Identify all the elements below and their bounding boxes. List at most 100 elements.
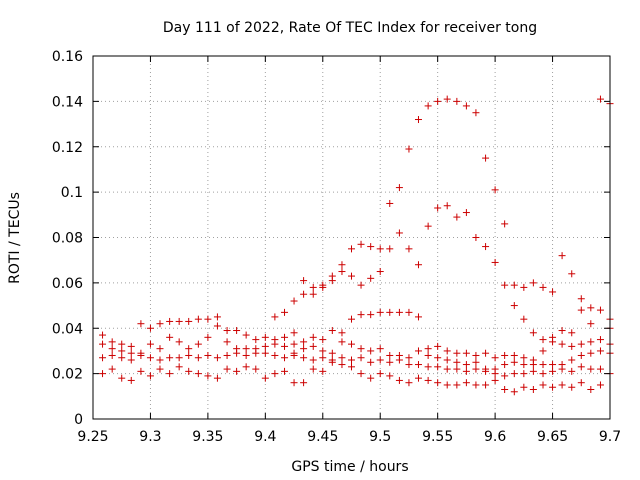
data-point-low-band-3 bbox=[357, 354, 365, 362]
data-point-low-band-1 bbox=[462, 349, 470, 357]
data-point-high-arc bbox=[434, 97, 442, 105]
data-point-low-band-1 bbox=[357, 311, 365, 319]
data-point-low-band-3 bbox=[185, 351, 193, 359]
data-point-low-band-3 bbox=[300, 354, 308, 362]
data-point-high-arc bbox=[357, 240, 365, 248]
data-point-low-band-4 bbox=[376, 370, 384, 378]
data-point-mid-arc bbox=[529, 329, 537, 337]
data-point-low-band-3 bbox=[549, 367, 557, 375]
x-tick-label: 9.65 bbox=[537, 429, 568, 445]
data-point-low-band-1 bbox=[596, 336, 604, 344]
data-point-low-band-3 bbox=[386, 358, 394, 366]
data-point-low-band-4 bbox=[185, 367, 193, 375]
data-point-mid-arc bbox=[501, 281, 509, 289]
data-point-low-band-4 bbox=[558, 381, 566, 389]
y-tick-label: 0.06 bbox=[52, 276, 83, 292]
data-point-low-band-1 bbox=[472, 351, 480, 359]
x-tick-label: 9.6 bbox=[484, 429, 506, 445]
data-point-high-arc bbox=[376, 245, 384, 253]
data-point-low-band-4 bbox=[156, 365, 164, 373]
data-point-low-band-4 bbox=[166, 370, 174, 378]
data-point-low-band-1 bbox=[395, 308, 403, 316]
data-point-low-band-2 bbox=[338, 338, 346, 346]
chart-title: Day 111 of 2022, Rate Of TEC Index for r… bbox=[163, 20, 537, 36]
data-point-low-band-2 bbox=[127, 349, 135, 357]
data-point-low-band-3 bbox=[482, 367, 490, 375]
data-point-low-band-1 bbox=[549, 338, 557, 346]
data-point-mid-arc bbox=[290, 329, 298, 337]
data-point-low-band-4 bbox=[529, 386, 537, 394]
data-point-low-band-3 bbox=[462, 367, 470, 375]
data-point-low-band-2 bbox=[549, 361, 557, 369]
data-point-low-band-1 bbox=[338, 329, 346, 337]
data-point-low-band-2 bbox=[348, 340, 355, 348]
data-point-low-band-4 bbox=[596, 381, 604, 389]
data-point-low-band-2 bbox=[281, 342, 289, 350]
data-point-low-band-3 bbox=[99, 354, 107, 362]
data-point-low-band-2 bbox=[434, 354, 442, 362]
data-point-low-band-4 bbox=[462, 379, 470, 387]
data-point-low-band-2 bbox=[443, 356, 451, 364]
data-point-low-band-4 bbox=[281, 367, 289, 375]
data-point-mid-arc bbox=[309, 290, 317, 298]
data-point-low-band-3 bbox=[290, 351, 298, 359]
data-point-low-band-4 bbox=[491, 376, 499, 384]
data-point-low-band-4 bbox=[309, 365, 317, 373]
data-point-low-band-1 bbox=[175, 317, 183, 325]
data-point-low-band-2 bbox=[386, 351, 394, 359]
data-point-low-band-4 bbox=[175, 363, 183, 371]
data-point-low-band-3 bbox=[587, 365, 595, 373]
data-point-low-band-3 bbox=[577, 363, 585, 371]
x-tick-label: 9.7 bbox=[599, 429, 621, 445]
x-tick-label: 9.45 bbox=[307, 429, 338, 445]
data-point-low-band-4 bbox=[453, 381, 461, 389]
data-point-low-band-1 bbox=[319, 336, 327, 344]
data-point-low-band-4 bbox=[424, 376, 432, 384]
y-tick-label: 0 bbox=[74, 412, 83, 428]
data-point-low-band-1 bbox=[146, 324, 154, 332]
data-point-low-band-4 bbox=[443, 381, 451, 389]
data-point-low-band-1 bbox=[137, 320, 145, 328]
data-point-low-band-2 bbox=[223, 338, 231, 346]
data-point-mid-arc bbox=[462, 209, 470, 217]
data-point-low-band-1 bbox=[127, 342, 135, 350]
data-point-low-band-2 bbox=[510, 358, 518, 366]
data-point-low-band-2 bbox=[501, 361, 509, 369]
data-point-low-band-1 bbox=[443, 347, 451, 355]
data-points bbox=[99, 95, 614, 396]
data-point-low-band-4 bbox=[319, 367, 327, 375]
data-point-mid-arc bbox=[558, 327, 566, 335]
data-point-low-band-4 bbox=[223, 365, 231, 373]
data-point-low-band-4 bbox=[386, 372, 394, 380]
data-point-low-band-2 bbox=[194, 340, 202, 348]
data-point-low-band-2 bbox=[108, 345, 116, 353]
data-point-mid-arc bbox=[414, 261, 422, 269]
data-point-mid-arc bbox=[300, 277, 308, 285]
data-point-high-arc bbox=[558, 252, 566, 260]
data-point-low-band-4 bbox=[367, 374, 375, 382]
data-point-low-band-1 bbox=[223, 327, 231, 335]
data-point-low-band-3 bbox=[596, 365, 604, 373]
data-point-mid-arc bbox=[328, 277, 336, 285]
data-point-low-band-1 bbox=[414, 313, 422, 321]
data-point-low-band-4 bbox=[501, 386, 509, 394]
data-point-low-band-1 bbox=[118, 340, 126, 348]
data-point-low-band-2 bbox=[357, 345, 365, 353]
data-point-low-band-2 bbox=[204, 333, 212, 341]
data-point-low-band-1 bbox=[491, 354, 499, 362]
x-tick-label: 9.3 bbox=[139, 429, 161, 445]
data-point-low-band-1 bbox=[434, 342, 442, 350]
data-point-low-band-2 bbox=[146, 340, 154, 348]
data-point-low-band-3 bbox=[319, 354, 327, 362]
data-point-low-band-3 bbox=[338, 354, 346, 362]
data-point-mid-arc bbox=[482, 243, 490, 251]
data-point-low-band-4 bbox=[568, 383, 576, 391]
data-point-mid-arc bbox=[568, 329, 576, 337]
data-point-low-band-2 bbox=[175, 338, 183, 346]
data-point-low-band-3 bbox=[252, 349, 260, 357]
data-point-high-arc bbox=[443, 95, 451, 103]
data-point-low-band-3 bbox=[405, 361, 413, 369]
data-point-low-band-3 bbox=[434, 363, 442, 371]
data-point-low-band-2 bbox=[166, 333, 174, 341]
